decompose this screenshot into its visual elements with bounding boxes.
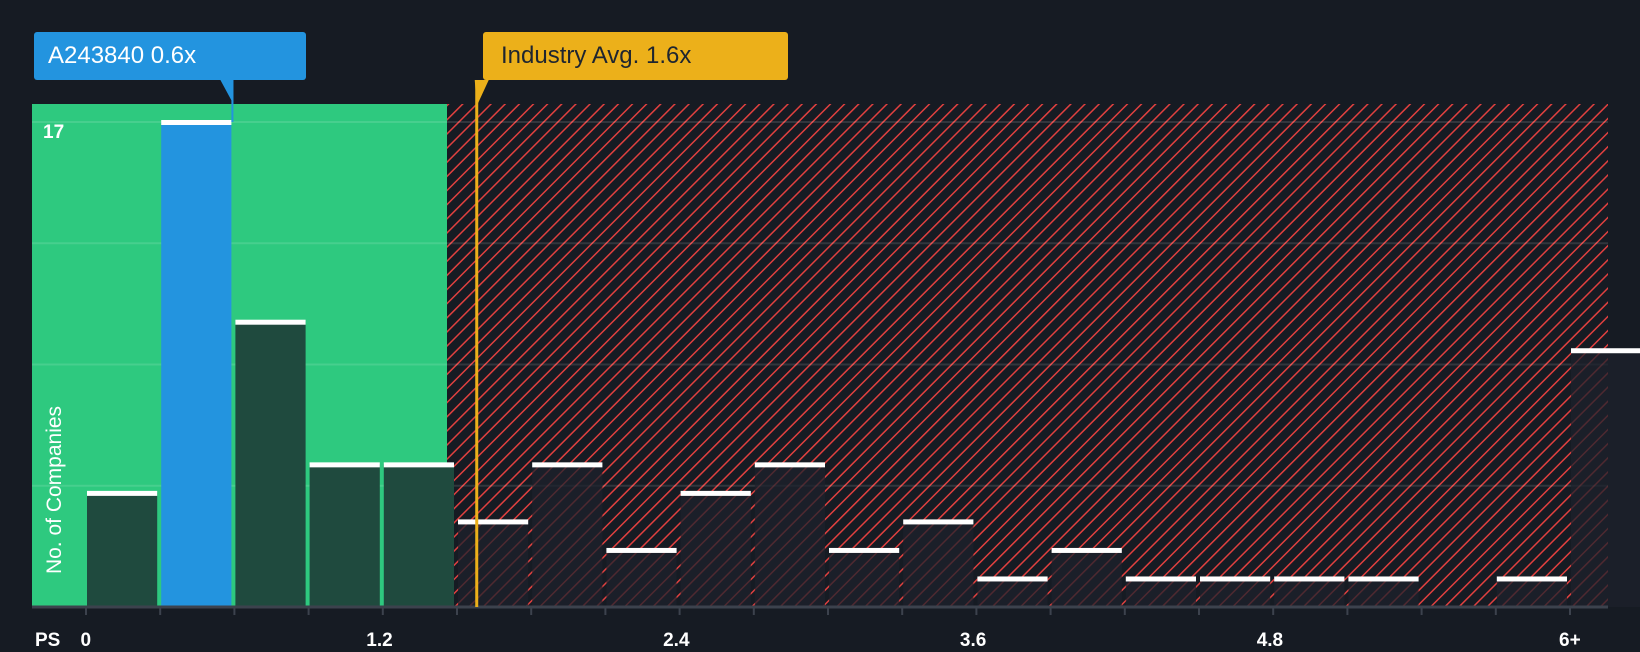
histogram-bar[interactable] [903, 521, 974, 607]
bar-cap [87, 490, 158, 496]
bar-cap [1200, 576, 1271, 582]
x-tick-label: 1.2 [366, 630, 393, 651]
histogram-bar[interactable] [235, 321, 306, 607]
x-tick-label: 6+ [1559, 630, 1581, 651]
bar-cap [1496, 576, 1567, 582]
bar-cap [1571, 348, 1640, 354]
bar-cap [383, 462, 454, 468]
y-axis-label: No. of Companies [43, 405, 66, 575]
x-tick-label: 4.8 [1256, 630, 1284, 651]
bar-cap [977, 576, 1048, 582]
histogram-bar[interactable] [1274, 578, 1345, 607]
bar-cap [458, 519, 529, 525]
bar-cap [309, 462, 380, 468]
histogram-bar[interactable] [1571, 350, 1640, 607]
company-ps-label: A243840 0.6x [34, 32, 306, 80]
bar-cap [680, 490, 751, 496]
histogram-bar[interactable] [680, 492, 751, 607]
bar-cap [829, 547, 900, 553]
bar-cap [532, 462, 603, 468]
overvalued-zone [447, 104, 1608, 607]
histogram-bar[interactable] [977, 578, 1048, 607]
x-axis-prefix: PS [35, 630, 61, 651]
y-max-label: 17 [43, 122, 65, 143]
bar-cap [161, 120, 232, 125]
histogram-bar[interactable] [87, 492, 158, 607]
bar-cap [235, 319, 306, 325]
histogram-bar[interactable] [754, 464, 825, 607]
x-tick-label: 0 [80, 630, 92, 651]
histogram-bar[interactable] [606, 549, 677, 607]
x-tick-label: 3.6 [959, 630, 987, 651]
bar-cap [1051, 547, 1122, 553]
bar-cap [1348, 576, 1419, 582]
histogram-bar[interactable] [1125, 578, 1196, 607]
company-pointer [220, 80, 234, 104]
bar-cap [606, 547, 677, 553]
histogram-bar[interactable] [309, 464, 380, 607]
histogram-bar[interactable] [1348, 578, 1419, 607]
bar-cap [1125, 576, 1196, 582]
x-tick-label: 2.4 [663, 630, 690, 651]
histogram-bar[interactable] [532, 464, 603, 607]
bar-cap [1274, 576, 1345, 582]
histogram-bar[interactable] [829, 549, 900, 607]
histogram-bar[interactable] [458, 521, 529, 607]
histogram-bar[interactable] [1496, 578, 1567, 607]
bar-cap [903, 519, 974, 525]
histogram-bar[interactable] [383, 464, 454, 607]
histogram-bar[interactable] [1051, 549, 1122, 607]
bar-cap [754, 462, 825, 468]
histogram-bar[interactable] [1200, 578, 1271, 607]
industry-average-label: Industry Avg. 1.6x [483, 32, 788, 80]
company-bar[interactable] [161, 122, 232, 607]
industry-pointer [474, 80, 489, 106]
